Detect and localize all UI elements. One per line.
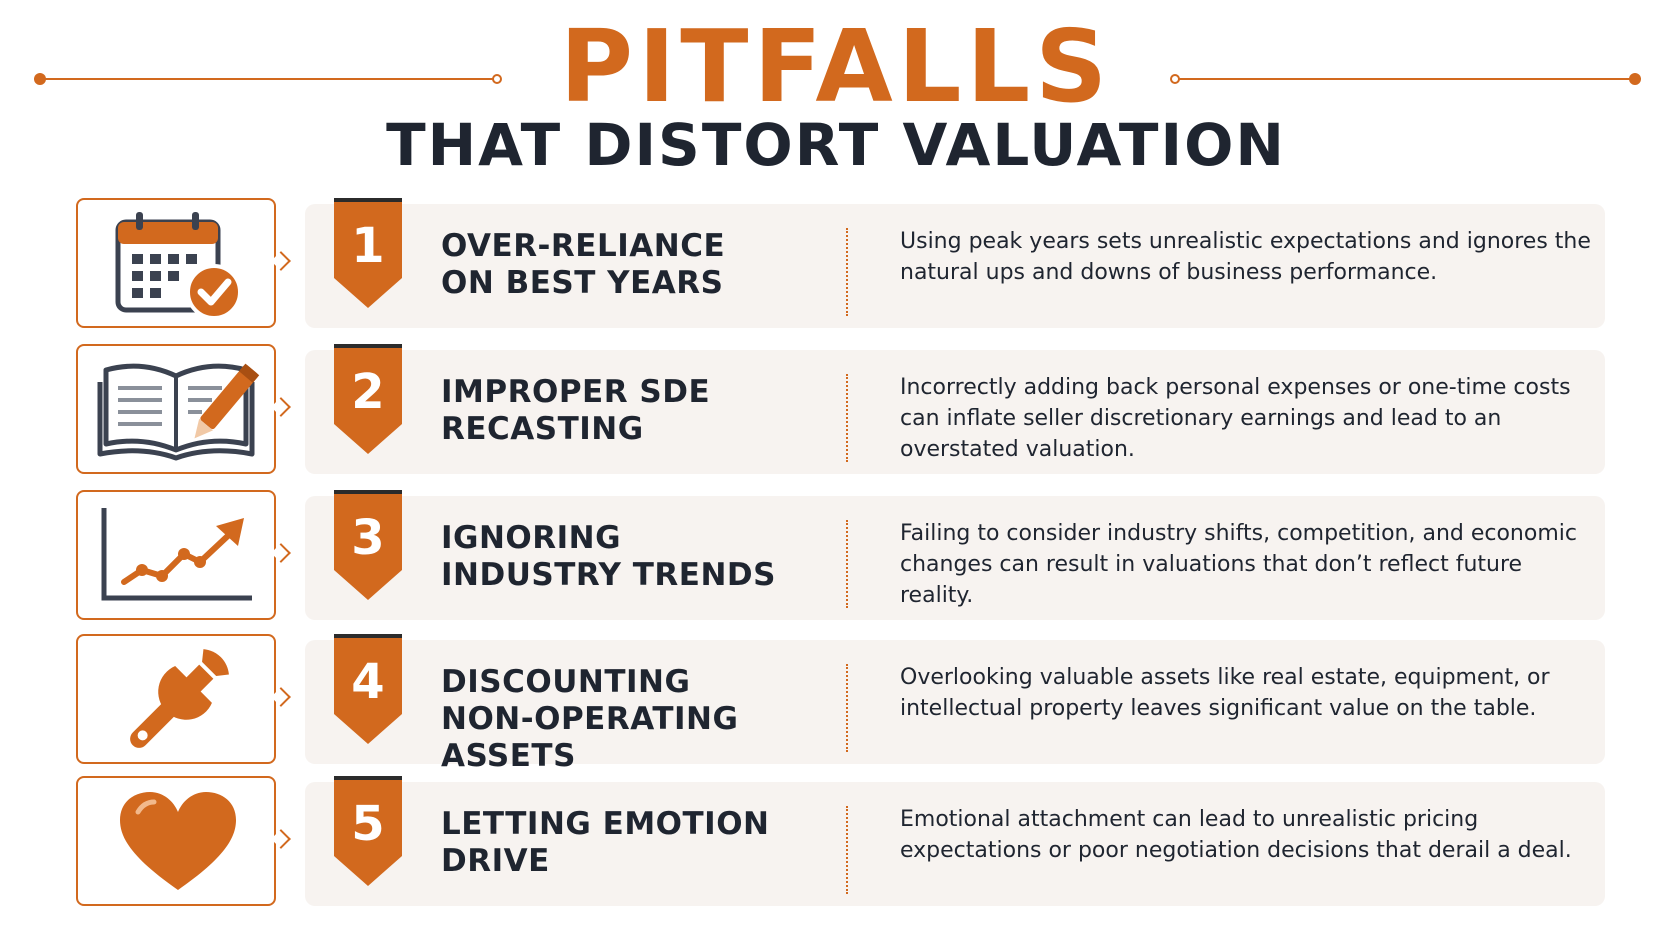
number-badge: 3: [334, 490, 402, 602]
pitfall-card: [305, 350, 1605, 474]
calendar-check-icon: [115, 212, 242, 318]
pitfall-heading: IGNORING INDUSTRY TRENDS: [441, 520, 776, 593]
header-rule-left: [40, 78, 498, 80]
page-title: PITFALLS: [559, 8, 1113, 125]
icon-box: [76, 490, 276, 620]
badge-number: 5: [351, 796, 385, 852]
badge-number: 1: [351, 218, 385, 274]
dotted-divider: [846, 520, 848, 608]
pitfall-heading: OVER-RELIANCE ON BEST YEARS: [441, 228, 726, 301]
badge-number: 2: [351, 364, 385, 420]
pitfall-heading: LETTING EMOTION DRIVE: [441, 806, 770, 879]
number-badge: 5: [334, 776, 402, 888]
header-rule-right: [1176, 78, 1635, 80]
pitfall-description: Overlooking valuable assets like real es…: [900, 665, 1550, 721]
badge-number: 4: [351, 654, 385, 710]
icon-box: [76, 776, 276, 906]
dotted-divider: [846, 228, 848, 316]
wrench-icon: [130, 649, 229, 748]
number-badge: 2: [334, 344, 402, 456]
icon-box: [76, 634, 276, 764]
pitfall-heading: IMPROPER SDE RECASTING: [441, 374, 711, 447]
header-rule-left-ring: [492, 74, 502, 84]
heart-icon: [120, 792, 236, 890]
trend-chart-icon: [101, 508, 252, 601]
pitfall-card: [305, 640, 1605, 764]
header-rule-right-dot: [1629, 73, 1641, 85]
pitfall-row-2: 2 IMPROPER SDE RECASTING Incorrectly add…: [0, 344, 1672, 474]
icon-box: [76, 198, 276, 328]
pitfall-description: Emotional attachment can lead to unreali…: [900, 807, 1572, 863]
pitfall-card: [305, 204, 1605, 328]
page-subtitle: THAT DISTORT VALUATION: [386, 111, 1286, 179]
icon-box: [76, 344, 276, 474]
badge-number: 3: [351, 510, 385, 566]
pitfall-description: Failing to consider industry shifts, com…: [900, 521, 1577, 608]
dotted-divider: [846, 374, 848, 462]
pitfall-heading: DISCOUNTING NON-OPERATING ASSETS: [441, 664, 739, 774]
dotted-divider: [846, 806, 848, 894]
header-rule-right-ring: [1170, 74, 1180, 84]
pitfall-row-5: 5 LETTING EMOTION DRIVE Emotional attach…: [0, 776, 1672, 906]
number-badge: 4: [334, 634, 402, 746]
pitfall-card: [305, 782, 1605, 906]
pitfall-row-3: 3 IGNORING INDUSTRY TRENDS Failing to co…: [0, 490, 1672, 620]
pitfall-card: [305, 496, 1605, 620]
pitfall-description: Incorrectly adding back personal expense…: [900, 375, 1571, 462]
number-badge: 1: [334, 198, 402, 310]
open-book-pencil-icon: [97, 363, 260, 461]
pitfall-row-4: 4 DISCOUNTING NON-OPERATING ASSETS Overl…: [0, 634, 1672, 774]
dotted-divider: [846, 664, 848, 752]
header-rule-left-dot: [34, 73, 46, 85]
pitfall-description: Using peak years sets unrealistic expect…: [900, 229, 1591, 285]
pitfall-row-1: 1 OVER-RELIANCE ON BEST YEARS Using peak…: [0, 198, 1672, 328]
